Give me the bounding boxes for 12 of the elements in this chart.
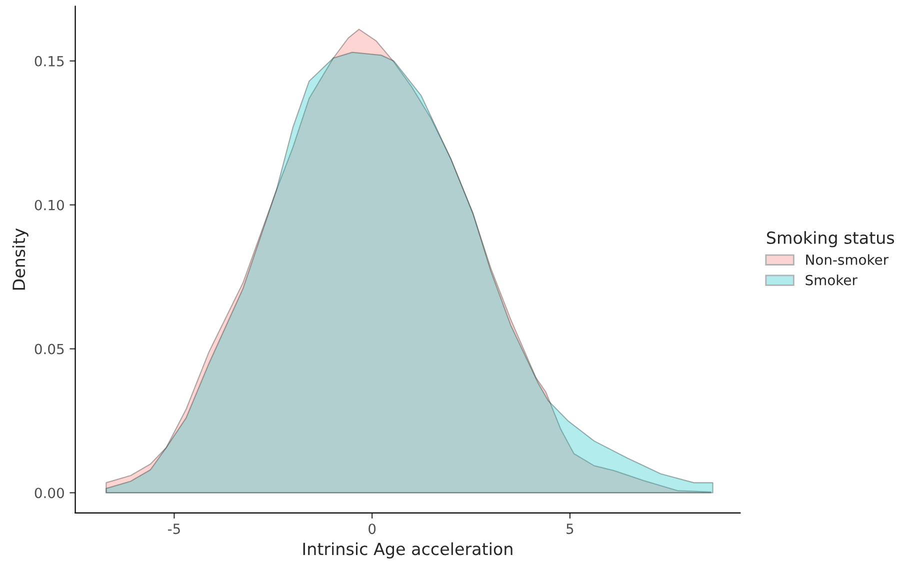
x-tick-label: 0 [368, 524, 376, 534]
y-tick-label: 0.10 [34, 200, 64, 210]
legend-label: Smoker [806, 274, 858, 286]
y-tick-label: 0.00 [34, 488, 64, 498]
legend-label: Non-smoker [806, 254, 889, 265]
x-axis-title: Intrinsic Age acceleration [303, 542, 512, 558]
y-axis-title: Density [12, 228, 28, 290]
x-tick-label: -5 [168, 524, 180, 534]
x-tick-label: 5 [566, 524, 574, 534]
y-tick-label: 0.05 [34, 344, 64, 354]
y-tick-label: 0.15 [34, 56, 64, 66]
legend-title: Smoking status [767, 231, 894, 248]
